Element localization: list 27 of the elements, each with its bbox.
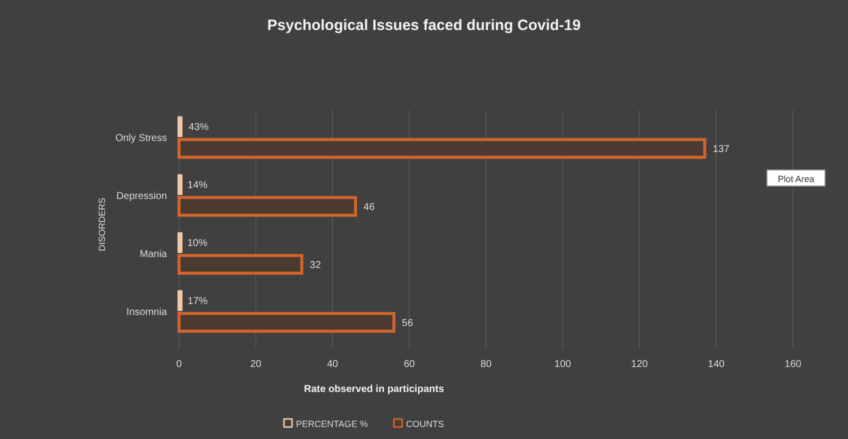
y-tick-label: Depression: [116, 191, 167, 202]
x-tick-label: 100: [554, 359, 572, 370]
data-label: 137: [712, 144, 730, 155]
x-tick-label: 160: [784, 359, 802, 370]
legend-label: COUNTS: [406, 419, 444, 429]
data-label: 17%: [188, 296, 208, 308]
data-label: 46: [364, 202, 376, 213]
x-axis-title: Rate observed in participants: [304, 384, 444, 395]
chart-title: Psychological Issues faced during Covid-19: [267, 17, 581, 34]
annotation: Plot Area: [778, 174, 814, 184]
x-tick-label: 20: [250, 359, 262, 370]
data-label: 43%: [188, 122, 209, 134]
y-axis-title: DISORDERS: [97, 198, 107, 252]
data-label: 32: [310, 260, 322, 271]
y-tick-label: Mania: [140, 248, 168, 260]
legend-label: PERCENTAGE %: [296, 419, 368, 429]
data-label: 14%: [188, 180, 208, 192]
x-tick-label: 40: [326, 359, 338, 370]
y-tick-label: Only Stress: [115, 133, 167, 144]
y-tick-label: Insomnia: [126, 306, 168, 318]
x-tick-label: 80: [480, 359, 492, 370]
data-label: 56: [402, 318, 414, 329]
data-label: 10%: [187, 238, 208, 250]
x-tick-label: 140: [708, 359, 726, 370]
x-tick-label: 60: [404, 359, 416, 370]
x-tick-label: 0: [176, 359, 182, 370]
x-tick-label: 120: [631, 359, 648, 370]
